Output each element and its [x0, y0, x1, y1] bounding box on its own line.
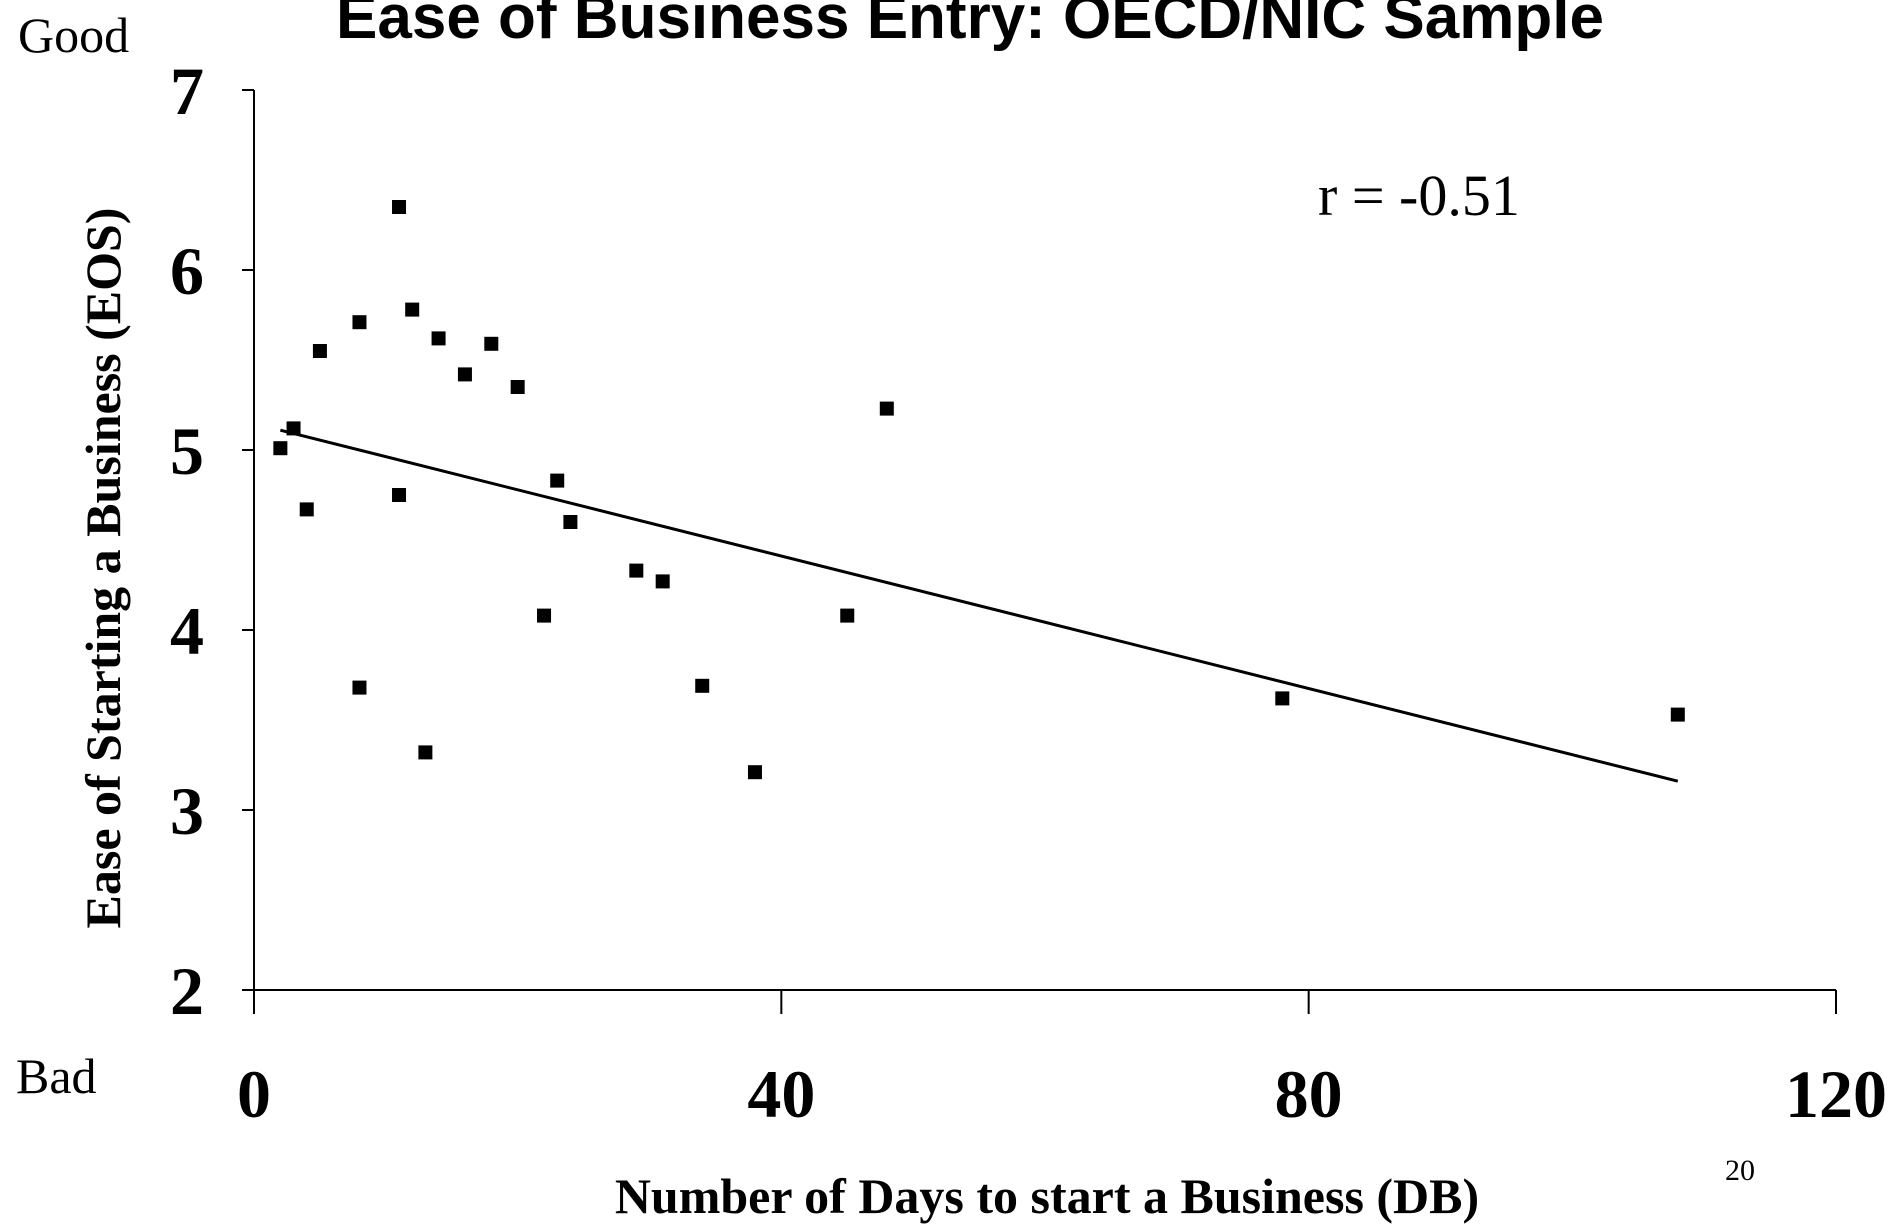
correlation-annotation: r = -0.51	[1318, 163, 1520, 228]
data-point	[537, 608, 552, 623]
data-point	[629, 563, 644, 578]
data-points	[273, 200, 1685, 780]
good-label: Good	[18, 7, 129, 63]
data-point	[273, 441, 288, 456]
data-point	[563, 515, 578, 529]
x-tick-label: 80	[1275, 1056, 1343, 1132]
data-point	[392, 200, 407, 214]
data-point	[352, 680, 367, 695]
trendline	[280, 428, 1679, 783]
y-tick-label: 5	[170, 413, 204, 489]
chart-title: Ease of Business Entry: OECD/NIC Sample	[336, 0, 1604, 52]
data-point	[431, 331, 446, 346]
data-point	[510, 380, 525, 394]
x-tick-label: 40	[747, 1056, 815, 1132]
data-point	[405, 302, 420, 317]
x-axis-label: Number of Days to start a Business (DB)	[615, 1168, 1479, 1224]
y-tick-label: 3	[170, 773, 204, 849]
data-point	[655, 574, 670, 589]
data-point	[484, 336, 499, 351]
x-tick-label: 0	[237, 1056, 271, 1132]
data-point	[418, 745, 433, 760]
data-point	[695, 678, 710, 693]
data-point	[392, 488, 407, 502]
data-point	[1670, 707, 1685, 722]
y-axis-label: Ease of Starting a Business (EOS)	[75, 208, 131, 929]
page-number: 20	[1725, 1154, 1755, 1187]
y-tick-label: 4	[170, 593, 204, 669]
data-point	[286, 421, 301, 436]
data-point	[312, 344, 327, 358]
x-tick-label: 120	[1785, 1056, 1887, 1132]
bad-label: Bad	[16, 1048, 97, 1104]
data-point	[1275, 691, 1290, 706]
y-tick-label: 2	[170, 953, 204, 1029]
data-point	[550, 473, 565, 488]
axes: 2 3 4 5 6 7 0 40 80 120	[170, 53, 1887, 1132]
y-tick-label: 6	[170, 233, 204, 309]
y-tick-label: 7	[170, 53, 204, 129]
data-point	[457, 367, 472, 382]
trendline-group	[280, 428, 1679, 783]
data-point	[352, 315, 367, 330]
data-point	[840, 608, 855, 623]
data-point	[879, 401, 894, 416]
data-point	[299, 502, 314, 517]
data-point	[747, 765, 762, 780]
